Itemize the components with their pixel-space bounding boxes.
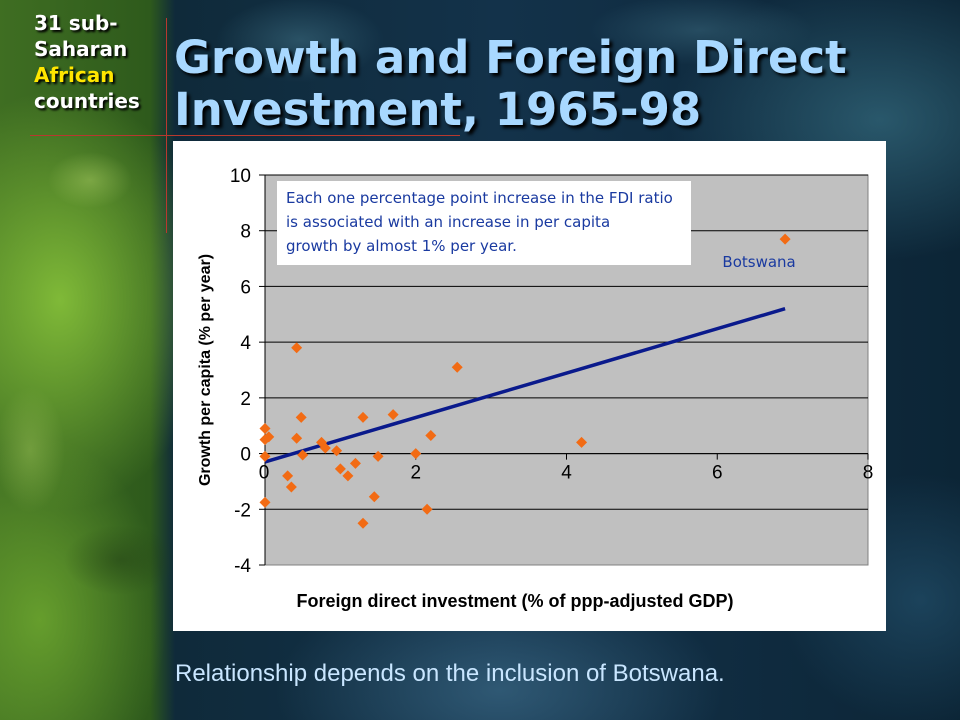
data-point xyxy=(259,450,271,462)
slide-caption: Relationship depends on the inclusion of… xyxy=(175,660,725,687)
point-label-botswana: Botswana xyxy=(722,253,795,271)
data-point xyxy=(263,431,275,443)
trendline xyxy=(264,307,786,464)
data-point xyxy=(779,233,791,245)
y-tick-label: -2 xyxy=(234,500,251,521)
data-point xyxy=(295,411,307,423)
x-tick-label: 4 xyxy=(561,463,572,484)
y-tick-label: 2 xyxy=(240,389,251,410)
y-axis-title: Growth per capita (% per year) xyxy=(197,254,214,486)
data-point xyxy=(291,432,303,444)
data-point xyxy=(285,481,297,493)
x-tick-label: 6 xyxy=(712,463,723,484)
title-divider-horizontal xyxy=(30,135,460,136)
x-axis-title: Foreign direct investment (% of ppp-adju… xyxy=(296,591,733,611)
data-point xyxy=(368,491,380,503)
data-point xyxy=(451,361,463,373)
x-tick-label: 0 xyxy=(259,463,270,484)
chart-panel: 0 2 4 6 8 -4 -2 0 2 4 6 8 10 Botswana Foreign direct i… xyxy=(173,141,886,631)
y-tick-label: 4 xyxy=(240,333,251,354)
data-point xyxy=(357,517,369,529)
data-point xyxy=(576,436,588,448)
subtitle-line-2: Saharan xyxy=(34,37,128,61)
x-tick-label: 2 xyxy=(410,463,421,484)
data-point xyxy=(259,496,271,508)
data-point xyxy=(331,445,343,457)
data-point xyxy=(349,457,361,469)
data-point xyxy=(342,470,354,482)
data-point xyxy=(291,342,303,354)
slide-title: Growth and Foreign Direct Investment, 19… xyxy=(174,31,847,136)
y-tick-label: 6 xyxy=(240,277,251,298)
data-point xyxy=(387,409,399,421)
y-tick-label: 8 xyxy=(240,222,251,243)
y-tick-label: 10 xyxy=(230,166,251,187)
data-point xyxy=(334,463,346,475)
y-tick-label: 0 xyxy=(240,445,251,466)
data-point xyxy=(421,503,433,515)
x-tick-label: 8 xyxy=(863,463,874,484)
subtitle-line-3: African xyxy=(34,63,115,87)
region-subtitle: 31 sub- Saharan African countries xyxy=(34,10,168,114)
data-point xyxy=(410,448,422,460)
y-tick-label: -4 xyxy=(234,556,251,577)
annotation-line: Each one percentage point increase in th… xyxy=(286,189,673,207)
title-divider-vertical xyxy=(166,18,167,233)
data-point xyxy=(282,470,294,482)
data-point xyxy=(319,442,331,454)
data-point xyxy=(425,429,437,441)
annotation-line: is associated with an increase in per ca… xyxy=(286,213,610,231)
subtitle-line-4: countries xyxy=(34,89,140,113)
annotation-text: Each one percentage point increase in th… xyxy=(286,189,673,255)
data-point xyxy=(357,411,369,423)
scatter-chart: 0 2 4 6 8 -4 -2 0 2 4 6 8 10 Botswana Foreign direct i… xyxy=(197,166,874,611)
data-point xyxy=(297,449,309,461)
data-point xyxy=(259,423,271,434)
data-point xyxy=(372,450,384,462)
annotation-box xyxy=(277,181,691,265)
annotation-line: growth by almost 1% per year. xyxy=(286,237,517,255)
subtitle-line-1: 31 sub- xyxy=(34,11,118,35)
